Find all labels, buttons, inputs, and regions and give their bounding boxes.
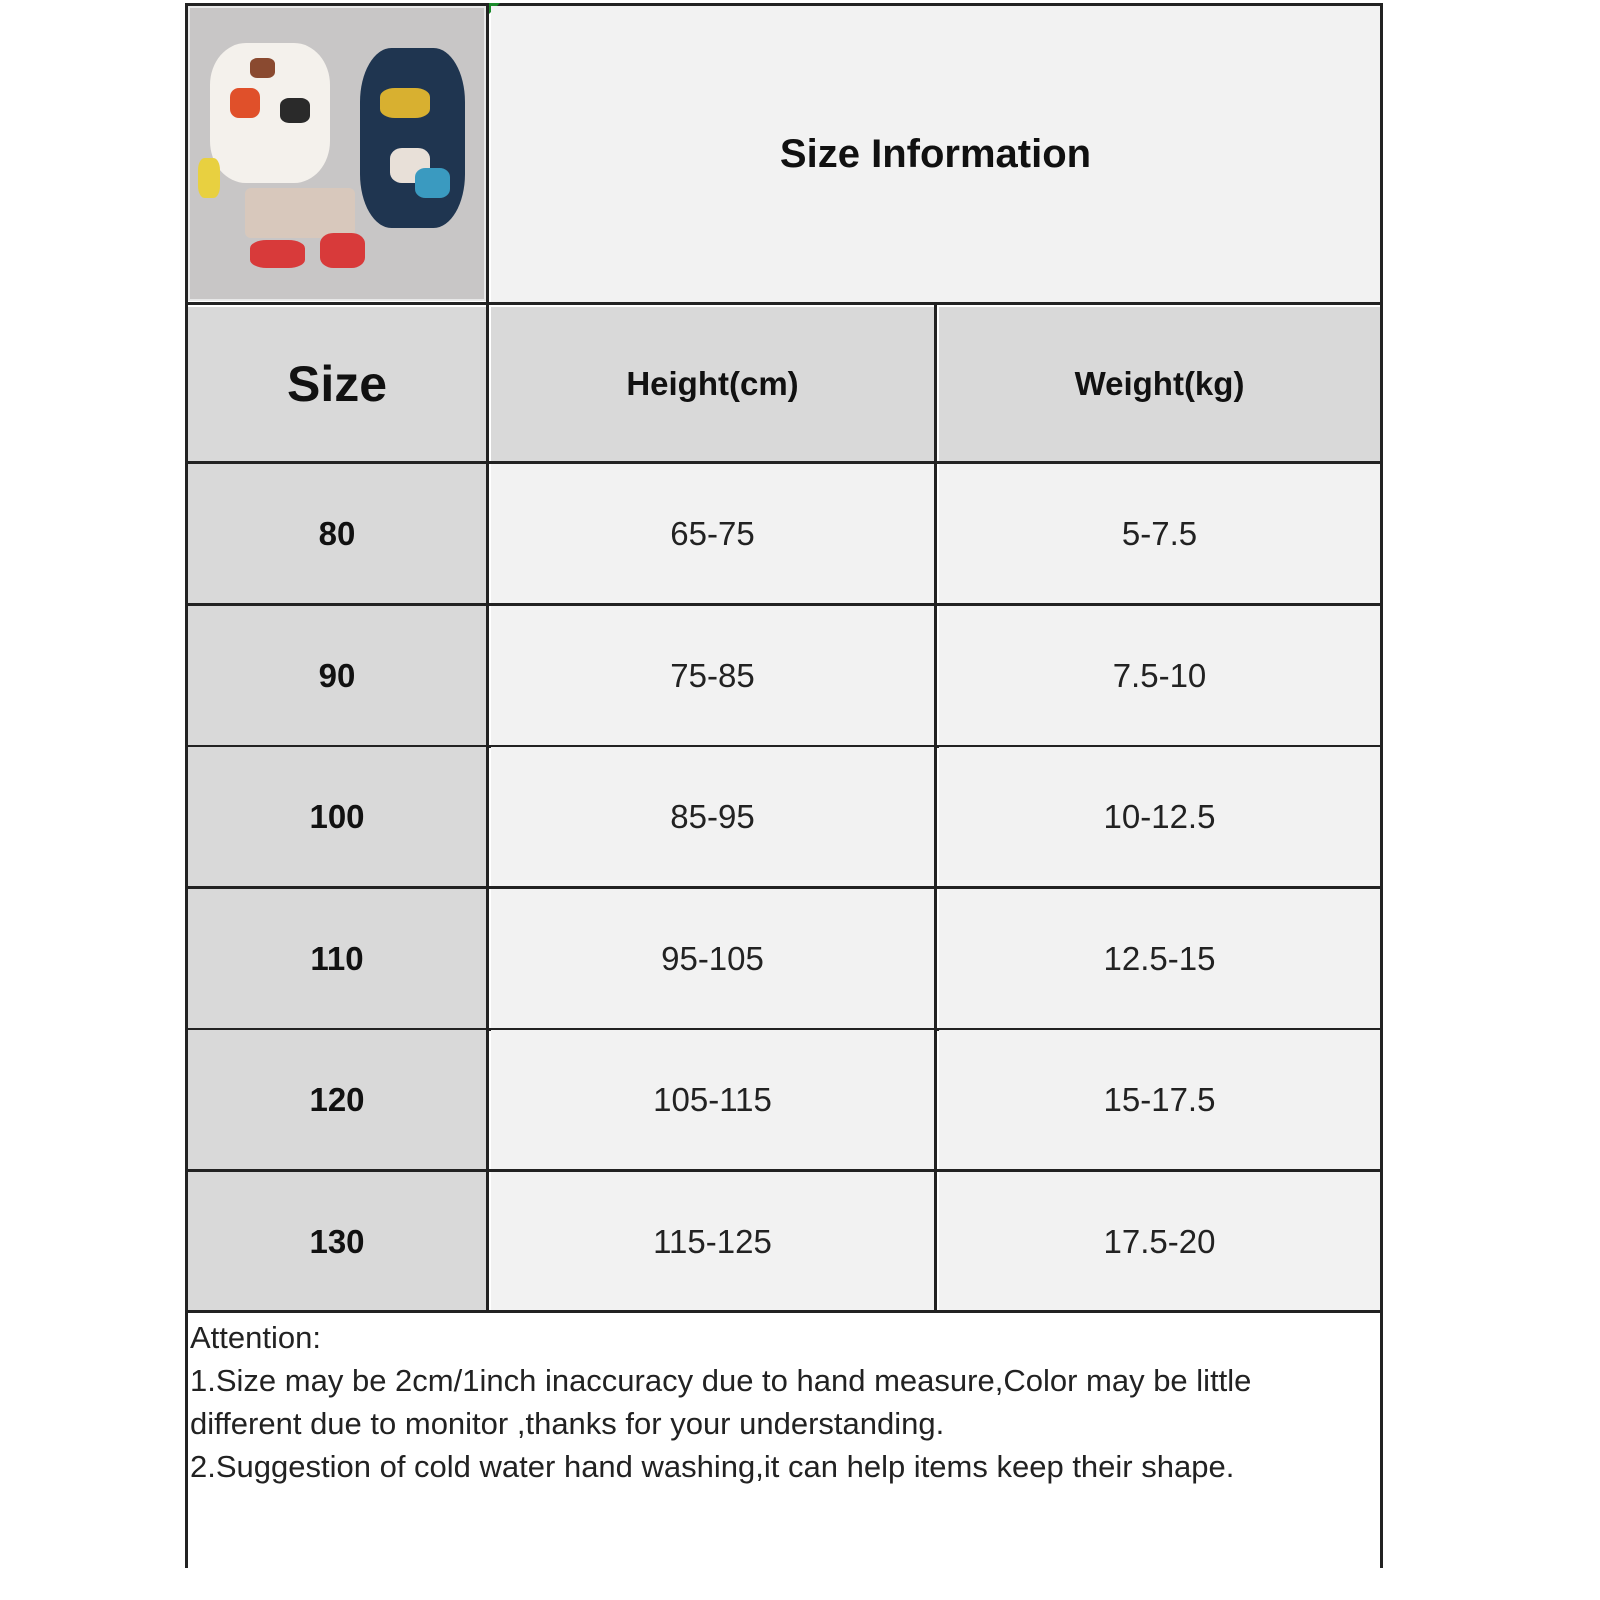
table-row-size-cell: 110 <box>188 889 486 1028</box>
size-value: 110 <box>310 939 364 977</box>
table-row-weight-cell: 7.5-10 <box>939 606 1380 745</box>
height-value: 115-125 <box>653 1222 772 1260</box>
shoe-shape <box>250 240 305 268</box>
attention-notes: Attention: 1.Size may be 2cm/1inch inacc… <box>190 1316 1350 1488</box>
shirt-print-shape <box>380 88 430 118</box>
header-weight: Weight(kg) <box>939 307 1380 461</box>
size-chart-frame <box>185 3 1383 1568</box>
header-size: Size <box>188 307 486 461</box>
weight-value: 7.5-10 <box>1112 656 1207 694</box>
table-row-size-cell: 100 <box>188 747 486 886</box>
shirt-print-shape <box>280 98 310 123</box>
divider <box>185 461 1383 464</box>
table-row-weight-cell: 15-17.5 <box>939 1030 1380 1169</box>
weight-value: 10-12.5 <box>1103 797 1216 835</box>
size-value: 100 <box>309 797 365 835</box>
header-height: Height(cm) <box>491 307 934 461</box>
row-divider <box>185 745 1383 748</box>
shoe-shape <box>320 233 365 268</box>
shorts-shape <box>245 188 355 238</box>
weight-value: 15-17.5 <box>1103 1080 1216 1118</box>
notes-heading: Attention: <box>190 1320 321 1355</box>
table-row-height-cell: 115-125 <box>491 1172 934 1311</box>
title-cell: Size Information <box>491 6 1380 303</box>
table-row-size-cell: 130 <box>188 1172 486 1311</box>
table-row-height-cell: 75-85 <box>491 606 934 745</box>
table-row-height-cell: 85-95 <box>491 747 934 886</box>
row-divider <box>185 603 1383 606</box>
size-value: 80 <box>318 514 356 552</box>
table-row-size-cell: 120 <box>188 1030 486 1169</box>
table-row-size-cell: 80 <box>188 464 486 603</box>
shirt-print-shape <box>250 58 275 78</box>
table-row-weight-cell: 10-12.5 <box>939 747 1380 886</box>
height-value: 85-95 <box>670 797 755 835</box>
size-value: 130 <box>309 1222 365 1260</box>
page-title: Size Information <box>779 132 1092 176</box>
note-item: 1.Size may be 2cm/1inch inaccuracy due t… <box>190 1363 1252 1441</box>
shirt-print-shape <box>415 168 450 198</box>
divider <box>185 1310 1383 1313</box>
table-row-weight-cell: 17.5-20 <box>939 1172 1380 1311</box>
shirt-print-shape <box>230 88 260 118</box>
size-value: 120 <box>309 1080 365 1118</box>
note-item: 2.Suggestion of cold water hand washing,… <box>190 1449 1235 1484</box>
weight-value: 12.5-15 <box>1103 939 1216 977</box>
size-value: 90 <box>318 656 356 694</box>
weight-value: 5-7.5 <box>1121 514 1198 552</box>
weight-value: 17.5-20 <box>1103 1222 1216 1260</box>
row-divider <box>185 1028 1383 1031</box>
row-divider <box>185 886 1383 889</box>
column-header-size: Size <box>286 356 388 412</box>
table-row-size-cell: 90 <box>188 606 486 745</box>
dark-shirt-shape <box>360 48 465 228</box>
divider <box>185 302 1383 305</box>
table-row-height-cell: 95-105 <box>491 889 934 1028</box>
toy-shape <box>198 158 220 198</box>
product-image <box>188 6 486 301</box>
table-row-weight-cell: 5-7.5 <box>939 464 1380 603</box>
divider <box>934 303 937 1313</box>
column-header-height: Height(cm) <box>626 365 799 402</box>
table-row-weight-cell: 12.5-15 <box>939 889 1380 1028</box>
table-row-height-cell: 65-75 <box>491 464 934 603</box>
height-value: 105-115 <box>653 1080 772 1118</box>
table-row-height-cell: 105-115 <box>491 1030 934 1169</box>
column-header-weight: Weight(kg) <box>1074 365 1245 402</box>
height-value: 65-75 <box>670 514 755 552</box>
height-value: 75-85 <box>670 656 755 694</box>
divider <box>486 3 489 1313</box>
row-divider <box>185 1169 1383 1172</box>
height-value: 95-105 <box>661 939 764 977</box>
